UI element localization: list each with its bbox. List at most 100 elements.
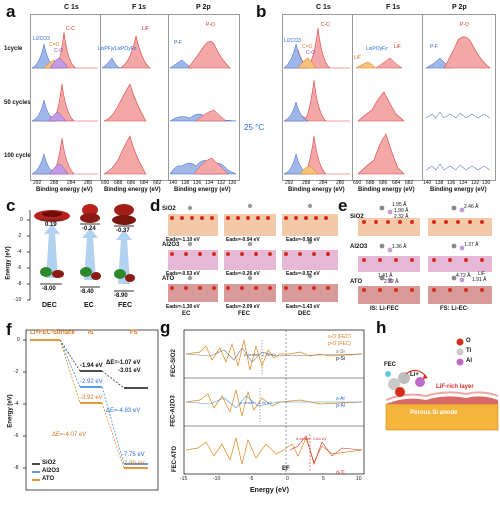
d-eads-0-2: Eads=-0.96 eV <box>286 237 320 243</box>
e-bond-10: LiF <box>478 271 485 277</box>
a-f1s-tick-4: 682 <box>153 180 162 186</box>
a-col-title-f1s: F 1s <box>132 4 147 11</box>
b-p2p-tick-0: 140 <box>423 180 432 186</box>
b-annot-lif: LiF <box>394 44 401 50</box>
b-p2p-tick-5: 130 <box>482 180 491 186</box>
b-annot-co: C=O <box>302 44 313 50</box>
c-ytick-4: -8 <box>17 281 22 287</box>
d-row-ato: ATO <box>162 276 175 282</box>
d-row-al2o3: Al2O3 <box>162 242 180 248</box>
d-eads-1-0: Eads=-0.53 eV <box>166 271 200 277</box>
e-bond-1: 1.99 Å <box>394 208 409 214</box>
c-mol-dec: DEC <box>42 302 57 309</box>
d-adsorption-structures <box>168 203 338 302</box>
d-eads-2-2: Eads=-1.43 eV <box>286 304 320 310</box>
g-xlabel: Energy (eV) <box>250 487 289 494</box>
g-legend-so: s-O (FEC) <box>328 334 351 340</box>
f-fs-label: FS <box>130 330 138 336</box>
e-bond-4: 1.36 Å <box>392 244 407 250</box>
b-col-title-c1s: C 1s <box>316 4 331 11</box>
f-delta-sio2: ΔE=-1.07 eV <box>106 360 141 366</box>
b-xlabel-c1s: Binding energy (eV) <box>288 187 345 193</box>
f-start-label: Li+FEC-Surface <box>30 330 75 336</box>
b-c1s-tick-2: 284 <box>319 180 328 186</box>
panel-label-d: d <box>150 196 161 215</box>
f-is-ato: -3.92 eV <box>80 395 103 401</box>
c-homo-ec: -8.40 <box>80 289 94 295</box>
a-annot-li2co3: Li2CO3 <box>33 36 50 42</box>
e-bond-2: 2.32 Å <box>394 214 409 220</box>
d-row-sio2: SiO2 <box>162 206 176 212</box>
g-ef-label: EF <box>282 466 290 472</box>
b-p2p-tick-2: 136 <box>447 180 456 186</box>
b-c1s-tick-3: 280 <box>336 180 345 186</box>
panel-label-f: f <box>6 320 12 339</box>
c-homo-dec: -8.00 <box>42 286 56 292</box>
f-ytick-4: -8 <box>14 465 19 471</box>
g-legend-sal: s-Al <box>336 396 345 402</box>
b-c1s-tick-1: 288 <box>302 180 311 186</box>
g-legend-ssi: s-Si <box>336 349 345 355</box>
h-legend-ti: Ti <box>466 348 472 354</box>
e-row-sio2: SiO2 <box>350 214 364 220</box>
e-bond-5: 1.37 Å <box>464 242 479 248</box>
c-lumo-ec: -0.24 <box>82 226 96 232</box>
g-center-sio2: p-center: -2.36 eV <box>244 352 277 357</box>
b-f1s-tick-4: 682 <box>405 180 414 186</box>
a-row-label-1: 1cycle <box>4 46 23 52</box>
panel-label-g: g <box>160 318 171 337</box>
b-col-title-f1s: F 1s <box>386 4 401 11</box>
a-annot-pf: P-F <box>174 40 183 46</box>
d-eads-0-1: Eads=-0.94 eV <box>226 237 260 243</box>
e-bond-7: 2.32 Å <box>384 279 399 285</box>
d-col-ec: EC <box>182 311 191 317</box>
f-ytick-0: 0 <box>17 337 20 343</box>
f-legend-sio2: SiO2 <box>42 460 56 466</box>
d-eads-0-0: Eads=-1.10 eV <box>166 237 200 243</box>
e-bond-6: 1.41 Å <box>378 273 393 279</box>
h-legend-o: O <box>466 338 471 344</box>
a-row-label-100: 100 cycles <box>4 153 35 159</box>
a-c1s-tick-0: 292 <box>33 180 42 186</box>
b-annot-c-c: C-C <box>321 22 330 28</box>
a-c1s-tick-3: 280 <box>84 180 93 186</box>
f-energy-profile <box>23 329 159 491</box>
c-lumo-dec: 0.19 <box>45 222 57 228</box>
c-mol-ec: EC <box>84 302 94 309</box>
b-annot-lipo: LixPOyFz <box>366 46 388 52</box>
c-ytick-5: -10 <box>14 297 22 303</box>
b-f1s-tick-2: 686 <box>379 180 388 186</box>
b-annot-po: P-O <box>460 22 469 28</box>
f-is-label: IS <box>88 330 94 336</box>
a-p2p-tick-5: 130 <box>228 180 237 186</box>
e-bond-8: 4.72 Å <box>456 273 471 279</box>
a-p2p-tick-1: 138 <box>181 180 190 186</box>
h-layer-label: LiF-rich layer <box>436 384 474 390</box>
f-legend-al2o3: Al2O3 <box>42 468 60 474</box>
e-row-ato: ATO <box>350 279 363 285</box>
c-ytick-0: 0 <box>20 217 23 223</box>
panel-label-b: b <box>256 2 267 21</box>
b-f1s-tick-3: 684 <box>392 180 401 186</box>
a-p2p-tick-2: 136 <box>193 180 202 186</box>
a-annot-c-c: C-C <box>66 26 75 32</box>
c-energy-diagram <box>27 204 136 301</box>
d-eads-1-2: Eads=-0.57 eV <box>286 271 320 277</box>
b-p2p-tick-4: 132 <box>471 180 480 186</box>
b-spectra <box>283 27 491 175</box>
b-f1s-tick-1: 688 <box>366 180 375 186</box>
f-is-sio2: -1.94 eV <box>80 363 103 369</box>
c-homo-fec: -8.90 <box>114 293 128 299</box>
g-legend-psi: p-Si <box>336 356 345 362</box>
c-ylabel: Energy (eV) <box>5 246 12 280</box>
g-xtick-3: 0 <box>286 476 289 482</box>
f-fs-al2o3: -7.75 eV <box>122 452 145 458</box>
d-eads-2-1: Eads=-2.09 eV <box>226 304 260 310</box>
c-ytick-2: -4 <box>17 249 22 255</box>
g-legend-po: p-O (FEC) <box>328 341 352 347</box>
a-c1s-tick-2: 284 <box>67 180 76 186</box>
a-xlabel-p2p: Binding energy (eV) <box>174 187 231 193</box>
panel-label-c: c <box>6 196 16 215</box>
f-delta-al2o3: ΔE=-4.83 eV <box>106 408 141 414</box>
a-p2p-tick-4: 132 <box>217 180 226 186</box>
